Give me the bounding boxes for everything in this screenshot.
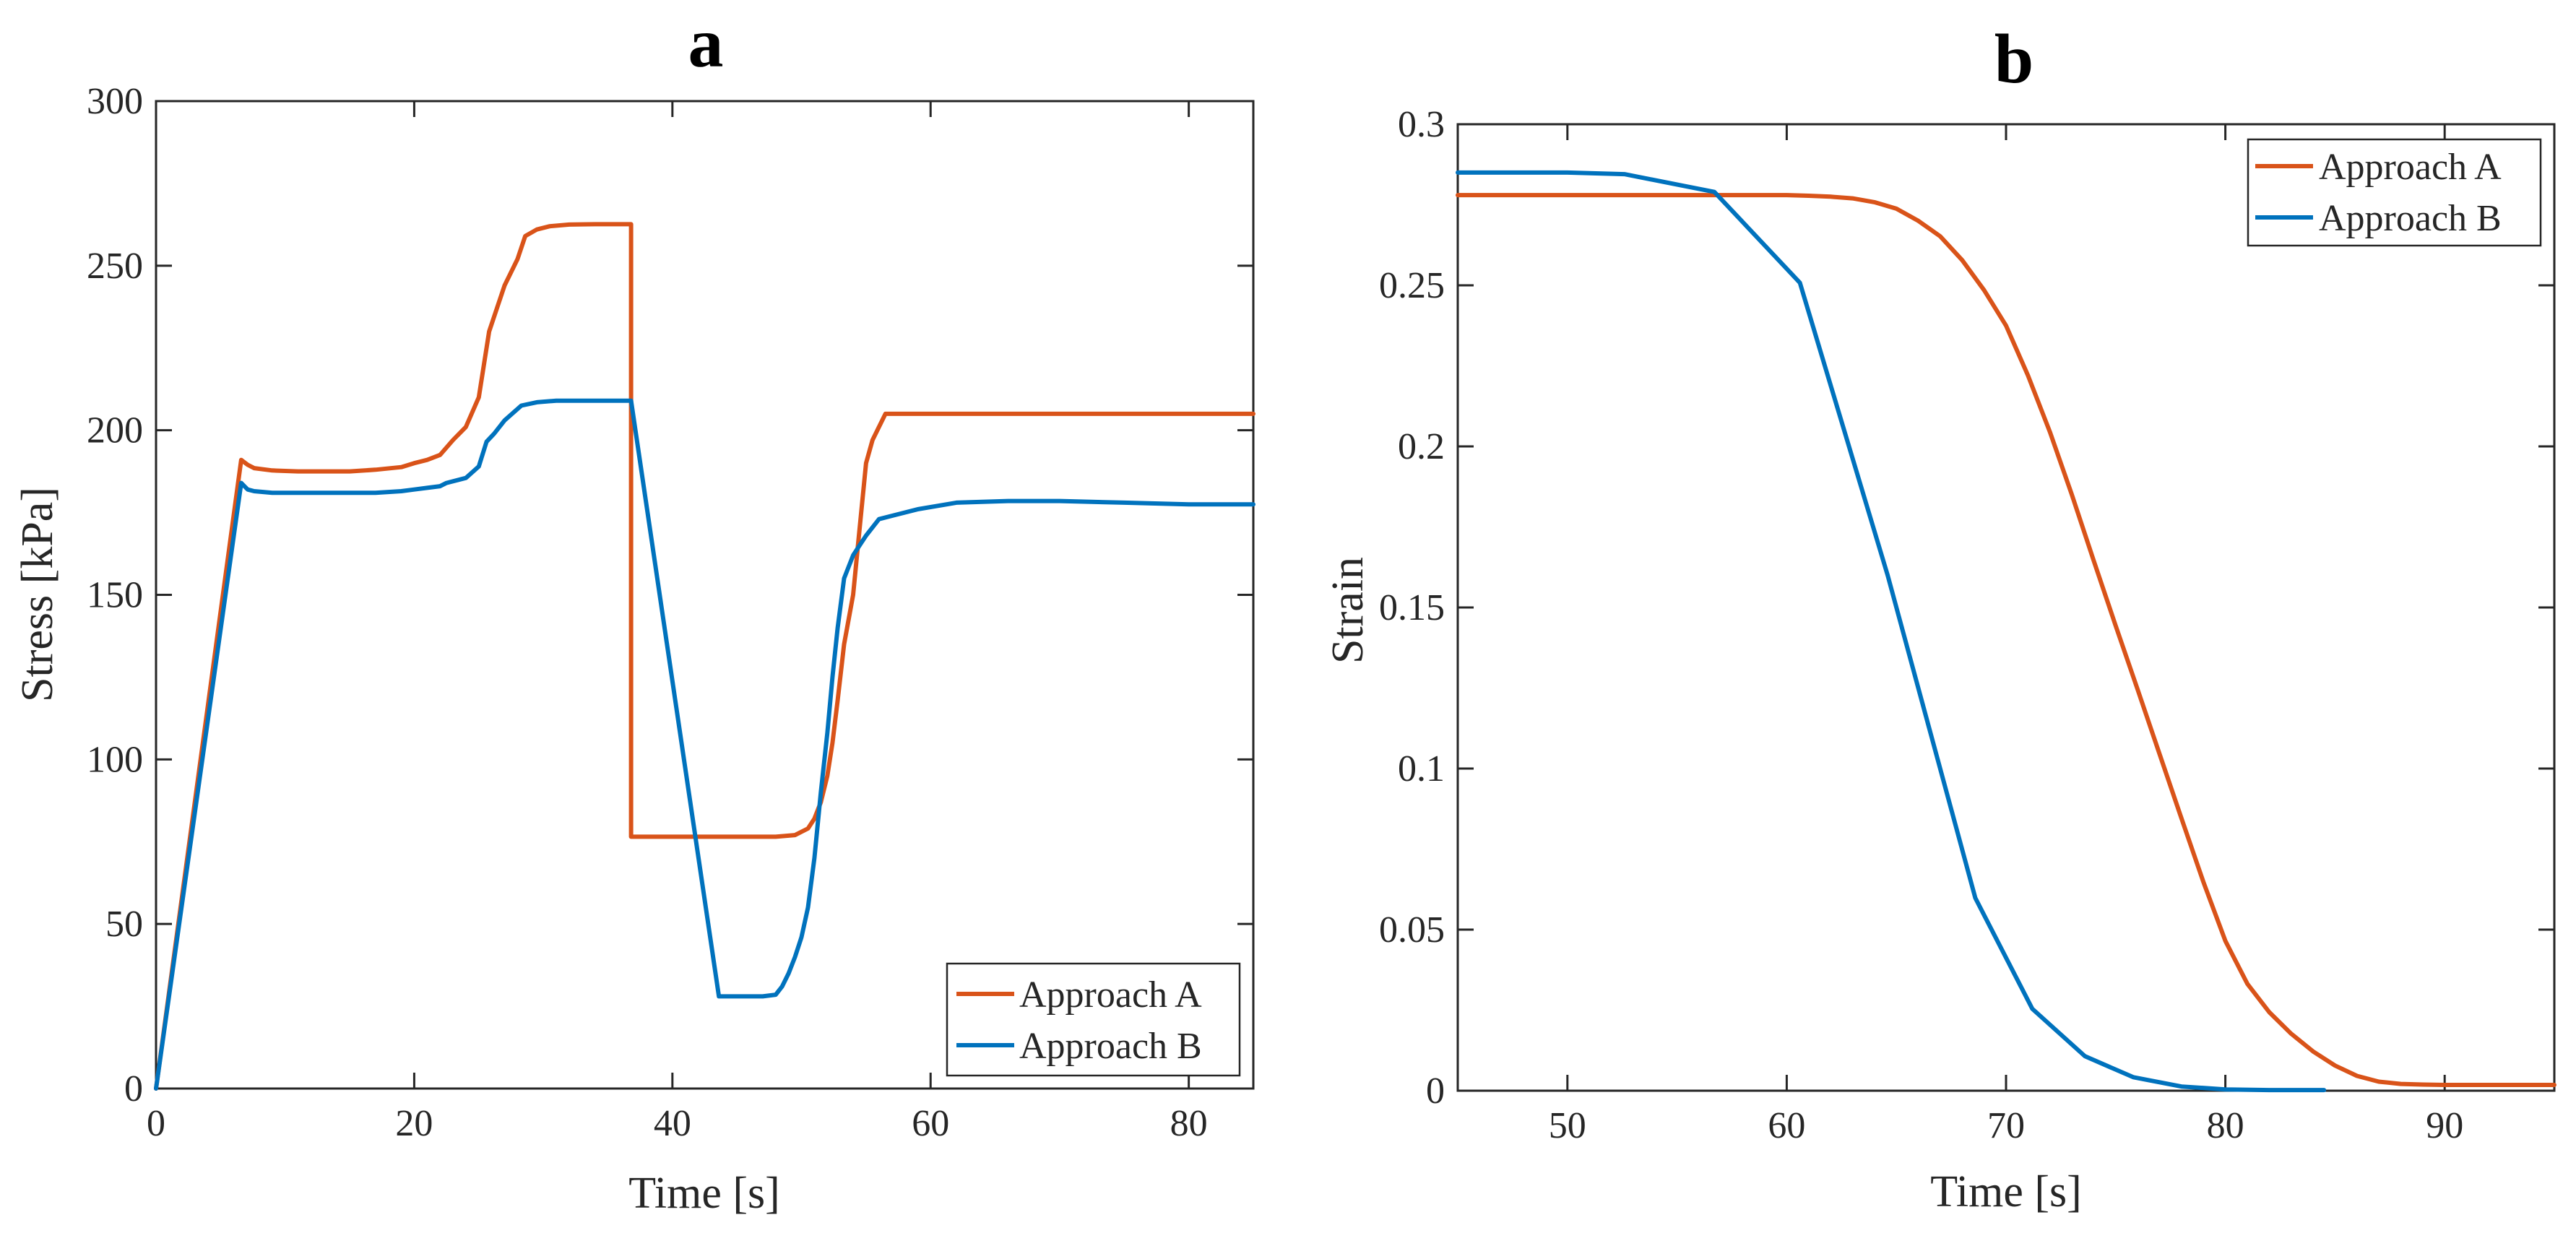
- panel-b-xtick-label: 80: [2207, 1105, 2244, 1146]
- panel-a-ytick-label: 150: [87, 575, 143, 616]
- panel-b-tick-labels: 50 60 70 80 90 0 0.05 0.1 0.15 0.2 0.25 0.3: [1379, 104, 2463, 1146]
- panel-a-xtick-label: 20: [395, 1103, 433, 1144]
- panel-b-plot-area: [1456, 123, 2556, 1092]
- panel-a-tick-labels: 0 20 40 60 80 0 50 100 150 200 250 300: [87, 81, 1208, 1144]
- panel-b-legend-label-approach-b: Approach B: [2319, 198, 2502, 239]
- panel-b-ytick-label: 0.1: [1398, 748, 1445, 789]
- panel-a-ticks: [155, 100, 1253, 1090]
- panel-a-ytick-label: 300: [87, 81, 143, 122]
- panel-b-series-line-approach-b: [1456, 170, 2327, 1093]
- panel-a-ytick-label: 50: [105, 904, 143, 945]
- panel-a-ylabel: Stress [kPa]: [13, 487, 62, 702]
- panel-a-series-lines: [154, 222, 1255, 1091]
- panel-b-xtick-label: 90: [2426, 1105, 2463, 1146]
- panel-a-xtick-label: 80: [1170, 1103, 1208, 1144]
- panel-a-legend-label-approach-b: Approach B: [1019, 1026, 1202, 1067]
- panel-b-ytick-label: 0.15: [1379, 587, 1445, 628]
- panel-a-ytick-label: 250: [87, 246, 143, 287]
- panel-b-ytick-label: 0.05: [1379, 909, 1445, 951]
- panel-b-ytick-label: 0: [1426, 1070, 1445, 1112]
- panel-b-legend: Approach A Approach B: [2247, 138, 2542, 247]
- panel-a-series-line-approach-b: [154, 398, 1255, 1091]
- panel-b-xtick-label: 60: [1768, 1105, 1805, 1146]
- panel-a-xlabel: Time [s]: [628, 1169, 780, 1218]
- panel-a-label: a: [688, 4, 724, 82]
- panel-b-series-line-approach-a: [1456, 193, 2556, 1087]
- panel-b-xtick-label: 70: [1987, 1105, 2025, 1146]
- panel-a-stress-chart: a 0 20 40 60 80 0 50 100 150 200 250 300 Time [s] S…: [13, 4, 1255, 1218]
- panel-b-xtick-label: 50: [1549, 1105, 1586, 1146]
- panel-b-ylabel: Strain: [1323, 557, 1373, 664]
- panel-b-xlabel: Time [s]: [1930, 1167, 2082, 1216]
- panel-b-ytick-label: 0.2: [1398, 426, 1445, 467]
- panel-a-ytick-label: 100: [87, 739, 143, 780]
- panel-a-legend-box: [946, 962, 1241, 1077]
- panel-b-series-lines: [1456, 170, 2556, 1093]
- panel-b-ytick-label: 0.25: [1379, 265, 1445, 306]
- panel-a-xtick-label: 60: [912, 1103, 949, 1144]
- panel-a-plot-area: [155, 100, 1255, 1090]
- panel-a-legend: Approach A Approach B: [946, 962, 1241, 1077]
- panel-b-label: b: [1994, 20, 2034, 98]
- panel-b-strain-chart: b 50 60 70 80 90 0 0.05 0.1 0.15 0.2 0.25 0.3 Time …: [1323, 20, 2556, 1216]
- panel-b-ticks: [1458, 123, 2554, 1092]
- panel-a-ytick-label: 200: [87, 410, 143, 451]
- panel-a-xtick-label: 40: [654, 1103, 691, 1144]
- panel-b-legend-box: [2247, 138, 2542, 247]
- panel-b-legend-label-approach-a: Approach A: [2319, 147, 2502, 188]
- panel-a-xtick-label: 0: [147, 1103, 165, 1144]
- panel-a-ytick-label: 0: [124, 1068, 143, 1109]
- panel-a-series-line-approach-a: [154, 222, 1255, 1091]
- panel-a-legend-label-approach-a: Approach A: [1019, 974, 1202, 1016]
- panel-b-ytick-label: 0.3: [1398, 104, 1445, 145]
